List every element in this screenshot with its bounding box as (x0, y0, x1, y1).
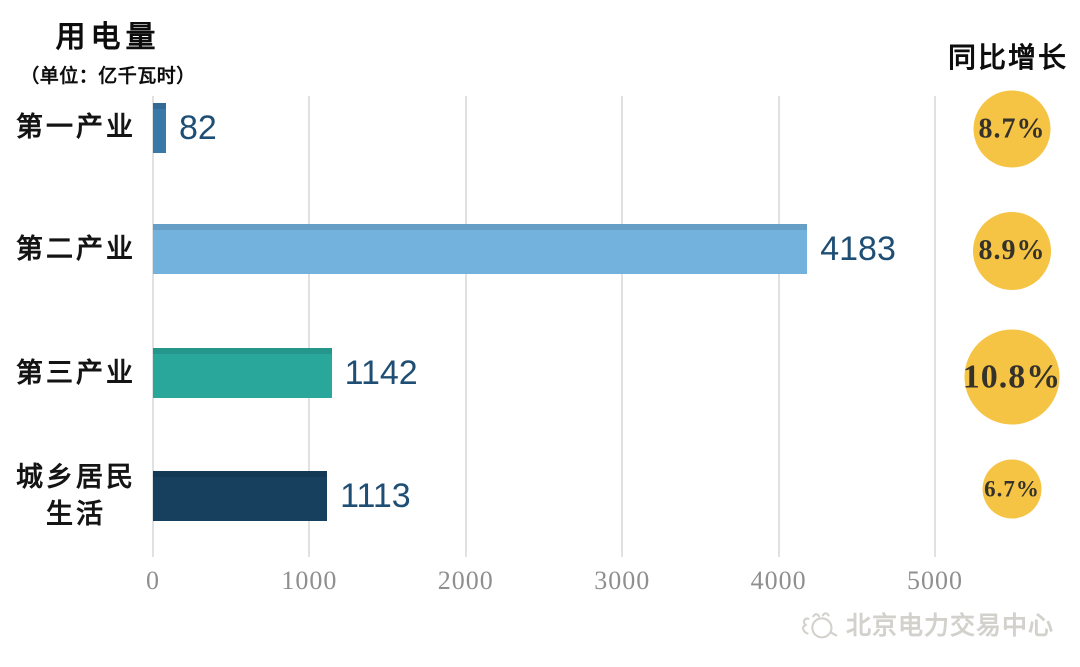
gridline (308, 96, 311, 557)
growth-value-label: 8.9% (978, 235, 1046, 266)
x-tick-label: 1000 (281, 566, 338, 595)
category-label: 第二产业 (16, 234, 136, 264)
watermark-text: 北京电力交易中心 (845, 613, 1054, 640)
gridline (464, 96, 467, 557)
growth-circle: 8.7% (973, 90, 1051, 168)
bar-residential (153, 471, 328, 521)
x-tick-label: 2000 (437, 566, 494, 595)
gridline (152, 96, 154, 557)
growth-column-header: 同比增长 (947, 43, 1068, 74)
bar-value-label: 82 (179, 108, 217, 147)
bar-row: 1142 (153, 348, 935, 398)
growth-circle: 6.7% (982, 459, 1042, 519)
bar-value-label: 1142 (344, 353, 418, 392)
growth-circle: 8.9% (973, 212, 1051, 290)
category-label: 城乡居民生活 (16, 462, 136, 529)
x-tick-label: 4000 (750, 566, 807, 595)
bar-value-label: 4183 (820, 229, 896, 268)
bar-value-label: 1113 (340, 476, 411, 515)
bjpx-logo-icon (802, 612, 838, 639)
bar-row: 1113 (153, 471, 935, 521)
category-label: 第一产业 (16, 112, 136, 142)
gridline (621, 96, 624, 557)
gridline (934, 96, 936, 557)
category-label: 第三产业 (16, 358, 136, 388)
x-axis: 0 1000 2000 3000 4000 5000 (146, 566, 962, 598)
watermark: 北京电力交易中心 (799, 606, 1054, 642)
bar-row: 82 (153, 103, 935, 153)
plot-area: 82 4183 1142 1113 (152, 96, 936, 557)
x-tick-label: 0 (146, 566, 160, 595)
growth-circle: 10.8% (962, 329, 1062, 425)
chart-title: 用电量 (55, 21, 161, 54)
bar-tertiary-industry (153, 348, 332, 398)
growth-value-label: 8.7% (978, 113, 1046, 144)
gridline (777, 96, 780, 557)
growth-value-label: 10.8% (962, 358, 1062, 395)
bar-row: 4183 (153, 224, 935, 274)
title-block: 用电量 （单位：亿千瓦时） (0, 12, 216, 88)
bar-secondary-industry (153, 224, 808, 274)
x-tick-label: 5000 (907, 566, 963, 595)
chart-subtitle: （单位：亿千瓦时） (20, 66, 196, 87)
growth-value-label: 6.7% (984, 476, 1040, 501)
bar-primary-industry (153, 103, 166, 153)
x-tick-label: 3000 (594, 566, 651, 595)
